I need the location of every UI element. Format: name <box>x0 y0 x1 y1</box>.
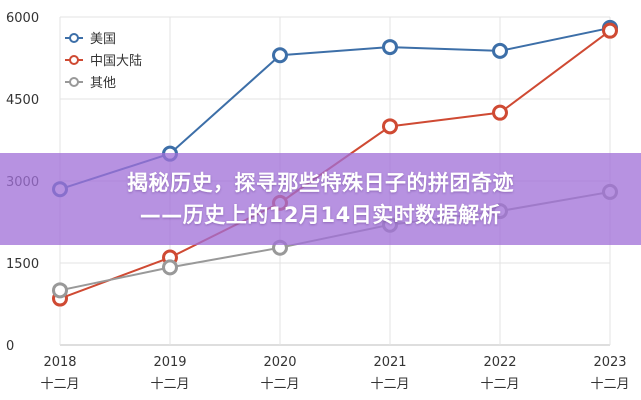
x-tick-label-month: 十二月 <box>590 377 629 392</box>
legend-marker-2 <box>69 77 79 87</box>
y-tick-label: 6000 <box>6 11 39 26</box>
data-point <box>52 282 68 299</box>
x-tick-label-month: 十二月 <box>260 377 299 392</box>
x-tick-label-month: 十二月 <box>40 377 79 392</box>
x-tick-label-year: 2023 <box>593 355 626 370</box>
legend-label-0: 美国 <box>90 32 116 47</box>
data-point <box>272 47 288 64</box>
x-tick-label-year: 2018 <box>43 355 76 370</box>
data-point <box>602 22 618 39</box>
data-point <box>162 259 178 276</box>
x-tick-label-month: 十二月 <box>480 377 519 392</box>
y-tick-label: 4500 <box>6 93 39 108</box>
legend-label-1: 中国大陆 <box>90 53 142 69</box>
y-tick-label: 1500 <box>6 257 39 272</box>
data-point <box>492 104 508 121</box>
legend-marker-0 <box>69 33 79 43</box>
x-tick-label-year: 2019 <box>153 355 186 370</box>
x-tick-label-month: 十二月 <box>370 377 409 392</box>
x-tick-label-year: 2022 <box>483 355 516 370</box>
title-banner: 揭秘历史，探寻那些特殊日子的拼团奇迹 ——历史上的12月14日实时数据解析 <box>0 153 641 245</box>
legend-marker-1 <box>69 55 79 65</box>
data-point <box>382 39 398 56</box>
x-tick-label-year: 2020 <box>263 355 296 370</box>
y-tick-label: 0 <box>6 339 14 354</box>
x-tick-label-year: 2021 <box>373 355 406 370</box>
banner-title-line-1: 揭秘历史，探寻那些特殊日子的拼团奇迹 <box>127 171 514 195</box>
x-tick-label-month: 十二月 <box>150 377 189 392</box>
banner-title-line-2: ——历史上的12月14日实时数据解析 <box>139 203 502 227</box>
data-point <box>492 42 508 59</box>
legend-label-2: 其他 <box>90 76 116 91</box>
data-point <box>382 118 398 135</box>
